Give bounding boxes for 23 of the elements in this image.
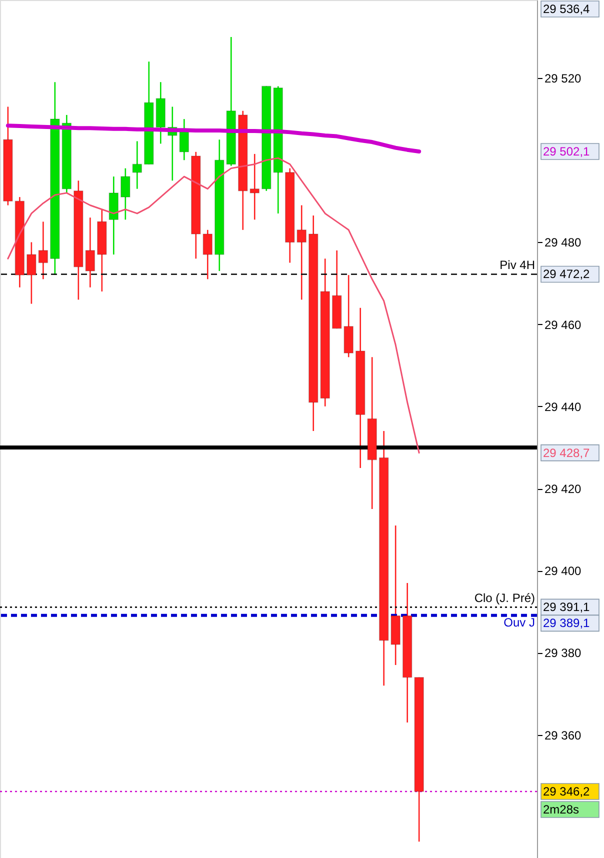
text: 29 428,7: [543, 446, 590, 460]
ref-line-label: Clo (J. Pré): [474, 591, 535, 606]
candlestick: [132, 140, 142, 190]
y-tick-label: 29 440: [544, 400, 582, 414]
y-tick-label: 29 520: [544, 72, 582, 86]
y-tick-label: 29 480: [544, 236, 582, 250]
y-tick-label: 29 360: [544, 728, 582, 742]
ref-line-label: Ouv J: [504, 615, 535, 630]
line-series: [6, 124, 422, 154]
text: 29 536,4: [543, 2, 590, 16]
text: 29 346,2: [543, 784, 590, 798]
line-series: [7, 157, 420, 454]
y-tick-label: 29 460: [544, 318, 582, 332]
y-tick-label: 29 380: [544, 646, 582, 660]
text: 29 389,1: [543, 616, 590, 630]
text: 29 502,1: [543, 144, 590, 158]
candlestick: [120, 168, 130, 220]
text: 29 472,2: [543, 267, 590, 282]
y-tick-label: 29 400: [544, 564, 582, 578]
text: 2m28s: [543, 802, 580, 816]
text: 29 391,1: [543, 600, 590, 614]
y-tick-label: 29 420: [544, 482, 582, 496]
ref-line-label: Piv 4H: [500, 258, 535, 272]
